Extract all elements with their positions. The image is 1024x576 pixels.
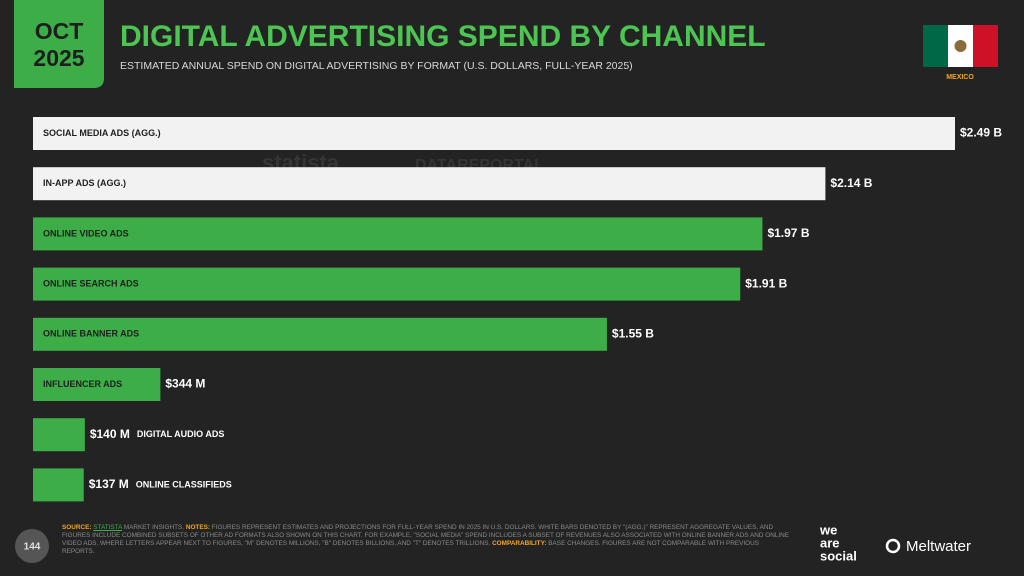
value-label: $1.97 B bbox=[767, 226, 809, 240]
flag bbox=[923, 25, 998, 67]
category-label: SOCIAL MEDIA ADS (AGG.) bbox=[43, 128, 161, 138]
bar bbox=[33, 267, 741, 301]
country-label: MEXICO bbox=[946, 74, 974, 81]
badge-year: 2025 bbox=[33, 45, 84, 71]
category-label: ONLINE BANNER ADS bbox=[43, 329, 139, 339]
source-link[interactable]: STATISTA bbox=[93, 524, 123, 531]
flag-red bbox=[973, 25, 998, 67]
value-label: $137 M bbox=[89, 477, 129, 491]
bar bbox=[33, 317, 607, 351]
category-label: DIGITAL AUDIO ADS bbox=[137, 429, 225, 439]
value-label: $2.14 B bbox=[830, 176, 872, 190]
flag-green bbox=[923, 25, 948, 67]
category-label: IN-APP ADS (AGG.) bbox=[43, 178, 126, 188]
date-badge bbox=[14, 0, 104, 88]
badge-month: OCT bbox=[35, 18, 84, 44]
comparability-text: BASE CHANGES. FIGURES ARE NOT COMPARABLE… bbox=[62, 540, 759, 555]
category-label: ONLINE CLASSIFIEDS bbox=[136, 479, 232, 489]
value-label: $2.49 B bbox=[960, 126, 1002, 140]
bar bbox=[33, 468, 84, 502]
category-label: ONLINE SEARCH ADS bbox=[43, 278, 139, 288]
bar bbox=[33, 167, 826, 201]
notes-label: NOTES: bbox=[185, 524, 210, 531]
chart-title: DIGITAL ADVERTISING SPEND BY CHANNEL bbox=[120, 20, 766, 53]
chart-subtitle: ESTIMATED ANNUAL SPEND ON DIGITAL ADVERT… bbox=[120, 60, 633, 72]
value-label: $140 M bbox=[90, 427, 130, 441]
bar bbox=[33, 117, 955, 150]
category-label: ONLINE VIDEO ADS bbox=[43, 228, 129, 238]
value-label: $344 M bbox=[165, 377, 205, 391]
value-label: $1.91 B bbox=[745, 276, 787, 290]
logo-line: we bbox=[819, 522, 837, 537]
partner-logo: Meltwater bbox=[906, 538, 971, 555]
logo-line: social bbox=[820, 548, 857, 563]
logo-line: are bbox=[820, 535, 840, 550]
source-text: MARKET INSIGHTS. bbox=[123, 524, 185, 531]
footnote: SOURCE: STATISTA MARKET INSIGHTS. NOTES:… bbox=[62, 524, 792, 556]
notes-text: FIGURES REPRESENT ESTIMATES AND PROJECTI… bbox=[62, 524, 790, 547]
comparability-label: COMPARABILITY: bbox=[492, 540, 547, 547]
category-label: INFLUENCER ADS bbox=[43, 379, 122, 389]
page-number: 144 bbox=[24, 542, 41, 553]
value-label: $1.55 B bbox=[612, 326, 654, 340]
partner-icon bbox=[885, 538, 901, 554]
source-label: SOURCE: bbox=[62, 524, 92, 531]
flag-emblem bbox=[954, 40, 967, 52]
bar bbox=[33, 217, 763, 251]
bar bbox=[33, 418, 85, 452]
bar bbox=[33, 368, 161, 401]
page-number-badge bbox=[15, 529, 49, 563]
